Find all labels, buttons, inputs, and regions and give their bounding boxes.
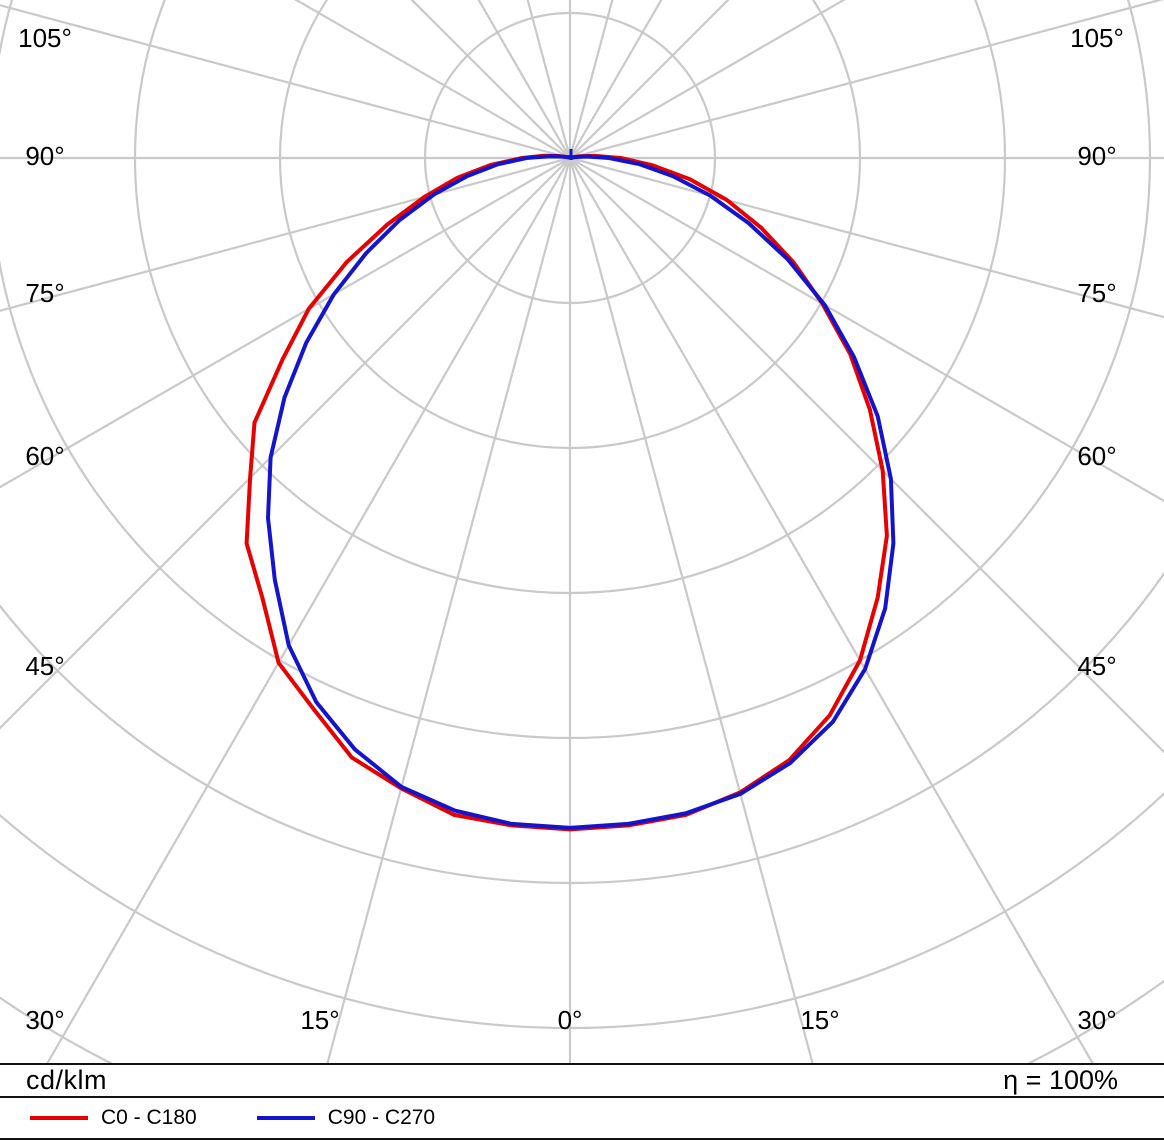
legend-item-c0-c180: C0 - C180: [30, 1106, 197, 1130]
grid-ring: [0, 571, 1164, 884]
angle-label: 30°: [1077, 1005, 1116, 1035]
legend-swatch-red: [30, 1116, 88, 1120]
angle-labels: 105° 90° 75° 60° 45° 30° 105° 90° 75° 60° 45° 30° 15…: [18, 23, 1124, 1035]
divider-top: [0, 1063, 1164, 1065]
grid-ring: [0, 0, 1151, 739]
footer-info-row: cd/klm η = 100%: [0, 1065, 1164, 1096]
footer: cd/klm η = 100% C0 - C180 C90 - C270: [0, 1063, 1164, 1140]
polar-grid: [0, 0, 1164, 1063]
polar-chart: 105° 90° 75° 60° 45° 30° 105° 90° 75° 60° 45° 30° 15…: [0, 0, 1164, 1063]
angle-label: 105°: [1070, 23, 1124, 53]
angle-label: 75°: [25, 278, 64, 308]
angle-label: 15°: [300, 1005, 339, 1035]
angle-label: 105°: [18, 23, 72, 53]
angle-label: 30°: [25, 1005, 64, 1035]
divider-bottom: [0, 1138, 1164, 1140]
angle-label: 90°: [25, 141, 64, 171]
angle-label: 90°: [1077, 141, 1116, 171]
grid-ring: [0, 979, 1164, 1063]
grid-ray: [0, 0, 730, 730]
units-label: cd/klm: [26, 1065, 108, 1095]
divider-middle: [0, 1096, 1164, 1098]
angle-label: 75°: [1077, 278, 1116, 308]
legend-swatch-blue: [256, 1116, 315, 1120]
polar-chart-area: 105° 90° 75° 60° 45° 30° 105° 90° 75° 60° 45° 30° 15…: [0, 0, 1164, 1063]
grid-ray: [46, 0, 663, 1063]
curve-C90-C270: [266, 154, 896, 830]
intensity-curves: [244, 149, 896, 832]
grid-ray: [410, 0, 1164, 754]
angle-label: 60°: [25, 441, 64, 471]
legend-label-c0-c180: C0 - C180: [101, 1106, 197, 1129]
angle-label: 60°: [1077, 441, 1116, 471]
legend: C0 - C180 C90 - C270: [0, 1098, 1164, 1138]
angle-label: 15°: [800, 1005, 839, 1035]
angle-label: 45°: [25, 651, 64, 681]
legend-label-c90-c270: C90 - C270: [327, 1106, 436, 1129]
curve-C0-C180: [244, 153, 889, 832]
grid-ray: [477, 0, 1094, 1063]
angle-label: 0°: [558, 1005, 583, 1035]
angle-label: 45°: [1077, 651, 1116, 681]
legend-item-c90-c270: C90 - C270: [256, 1106, 436, 1130]
efficiency-label: η = 100%: [1003, 1065, 1118, 1095]
